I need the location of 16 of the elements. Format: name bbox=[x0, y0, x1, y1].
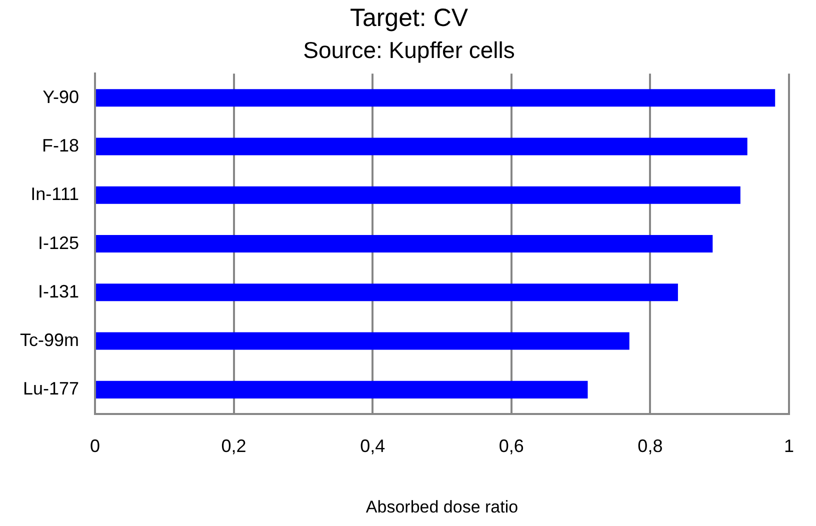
chart-subtitle: Source: Kupffer cells bbox=[303, 37, 515, 64]
y-tick-label: In-111 bbox=[30, 184, 80, 204]
x-tick-label: 0,6 bbox=[498, 436, 524, 456]
x-tick-label: 0 bbox=[90, 436, 100, 456]
y-tick-label: Y-90 bbox=[42, 86, 80, 107]
y-tick-label: Lu-177 bbox=[22, 378, 80, 399]
x-tick-label: 0,8 bbox=[638, 436, 663, 456]
x-tick-label: 0,4 bbox=[360, 436, 386, 456]
y-tick-label: F-18 bbox=[42, 136, 80, 156]
y-tick-label: I-125 bbox=[38, 232, 80, 253]
y-tick-label: Tc-99m bbox=[20, 330, 80, 350]
x-tick-label: 1 bbox=[784, 436, 794, 456]
chart-title: Target: CV bbox=[350, 4, 468, 32]
x-axis-title: Absorbed dose ratio bbox=[366, 497, 518, 516]
x-tick-label: 0,2 bbox=[221, 436, 246, 456]
y-tick-label: I-131 bbox=[38, 281, 80, 302]
